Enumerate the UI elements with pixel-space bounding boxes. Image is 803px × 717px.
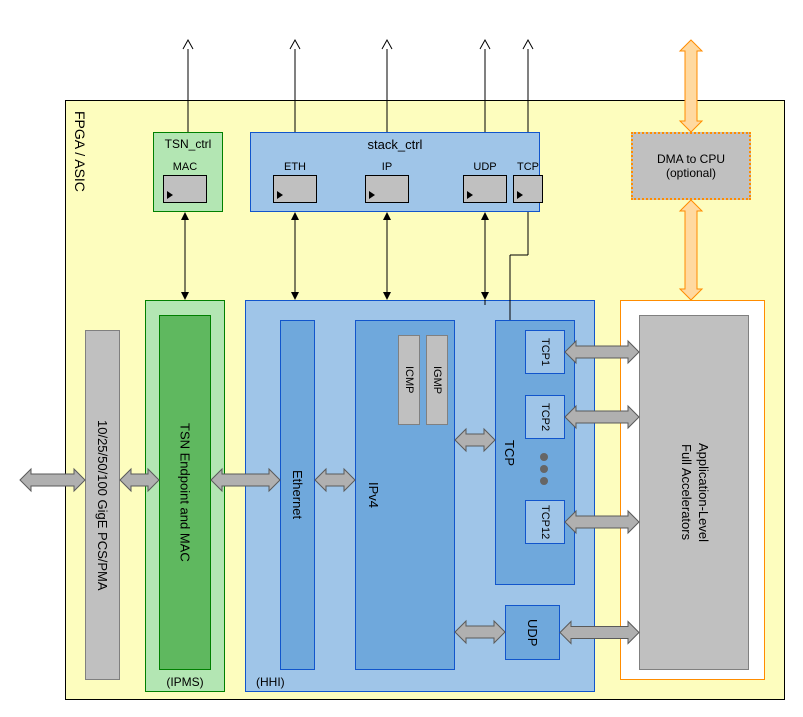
ip-register-trigger-icon xyxy=(369,191,375,199)
eth-register: ETH xyxy=(273,175,317,203)
igmp-block: IGMP xyxy=(426,335,448,425)
dma-label-1: DMA to CPU xyxy=(657,152,725,166)
mac-register-trigger-icon xyxy=(167,191,173,199)
app-block: Application-LevelFull Accelerators xyxy=(639,315,749,670)
igmp-label: IGMP xyxy=(431,366,443,394)
eth-register-trigger-icon xyxy=(277,191,283,199)
tcp-register-trigger-icon xyxy=(517,191,523,199)
tcp1-label: TCP1 xyxy=(539,338,551,366)
ethernet-block: Ethernet xyxy=(280,320,315,670)
tcp12-block: TCP12 xyxy=(525,500,565,544)
pcs-label: 10/25/50/100 GigE PCS/PMA xyxy=(95,420,110,591)
tcp2-label: TCP2 xyxy=(539,403,551,431)
ip-register-label: IP xyxy=(366,161,408,173)
tsn-ctrl-label: TSN_ctrl xyxy=(154,137,222,151)
pcs-pma-block: 10/25/50/100 GigE PCS/PMA xyxy=(85,330,120,680)
icmp-block: ICMP xyxy=(398,335,420,425)
tcp2-block: TCP2 xyxy=(525,395,565,439)
dma-label-2: (optional) xyxy=(666,166,716,180)
tcp1-block: TCP1 xyxy=(525,330,565,374)
tsn-block: TSN Endpoint and MAC xyxy=(159,315,211,670)
tcp-register-label: TCP xyxy=(514,161,542,173)
hhi-group-label: (HHI) xyxy=(256,675,285,689)
app-label: Application-LevelFull Accelerators xyxy=(677,443,711,542)
udp-register-trigger-icon xyxy=(467,191,473,199)
mac-register-label: MAC xyxy=(164,161,206,173)
tcp-register: TCP xyxy=(513,175,543,203)
mac-register: MAC xyxy=(163,175,207,203)
udp-register: UDP xyxy=(463,175,507,203)
fpga-label: FPGA / ASIC xyxy=(72,111,88,192)
tsn-group-label: (IPMS) xyxy=(146,675,224,689)
stack-ctrl-label: stack_ctrl xyxy=(251,137,539,152)
tcp12-label: TCP12 xyxy=(539,505,551,539)
ipv4-label: IPv4 xyxy=(366,482,381,508)
eth-register-label: ETH xyxy=(274,161,316,173)
tcp-label: TCP xyxy=(502,440,517,466)
udp-label: UDP xyxy=(525,619,540,646)
icmp-label: ICMP xyxy=(403,366,415,394)
udp-register-label: UDP xyxy=(464,161,506,173)
tsn-label: TSN Endpoint and MAC xyxy=(178,423,193,562)
ip-register: IP xyxy=(365,175,409,203)
dma-block: DMA to CPU (optional) xyxy=(631,132,751,200)
ethernet-label: Ethernet xyxy=(290,470,305,519)
udp-block: UDP xyxy=(505,605,560,660)
